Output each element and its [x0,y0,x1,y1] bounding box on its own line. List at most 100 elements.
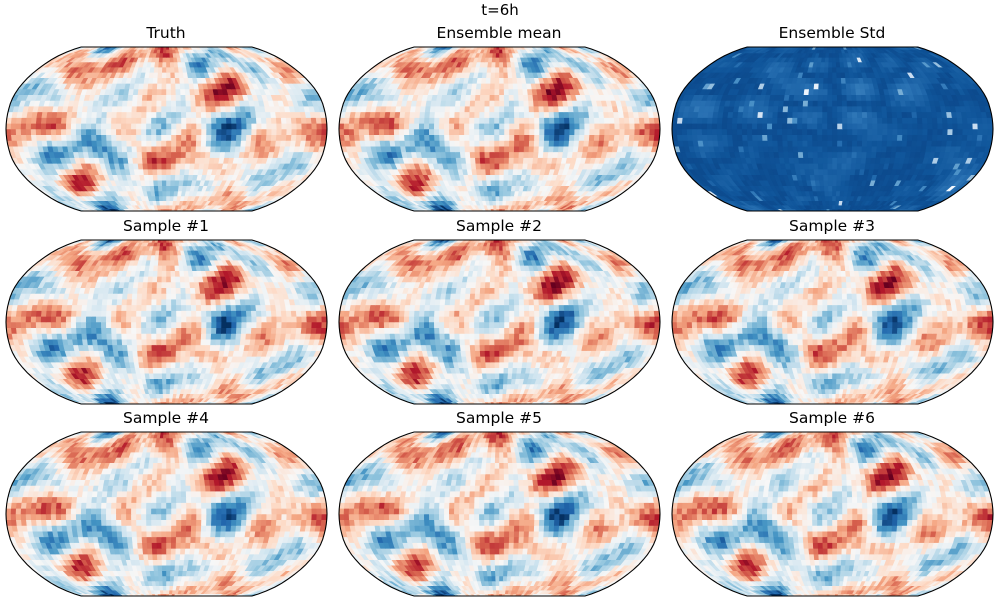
heatmap-cell [266,128,273,136]
heatmap-cell [146,134,152,141]
heatmap-cell [189,157,196,164]
heatmap-cell [544,128,550,136]
heatmap-cell [494,117,500,124]
heatmap-cell [819,179,825,186]
heatmap-cell [544,134,550,141]
heatmap-cell [548,111,555,118]
heatmap-cell [221,128,227,136]
heatmap-cell [231,117,237,124]
heatmap-cell [523,140,530,147]
heatmap-cell [499,117,505,124]
heatmap-cell [479,145,486,153]
heatmap-cell [250,134,257,141]
heatmap-cell [788,151,795,158]
heatmap-cell [171,122,177,130]
heatmap-cell [10,122,17,130]
heatmap-cell [311,122,318,130]
heatmap-cell [767,145,774,153]
heatmap-cell [454,134,460,141]
heatmap-cell [842,140,848,147]
heatmap-cell [270,117,277,124]
heatmap-cell [777,145,784,153]
heatmap-cell [106,140,113,147]
heatmap-cell [162,190,167,197]
heatmap-cell [95,128,102,136]
heatmap-cell [474,122,480,130]
heatmap-cell [256,122,263,130]
heatmap-cell [141,122,147,130]
heatmap-cell [619,122,626,130]
heatmap-cell [180,163,186,170]
heatmap-cell [623,134,630,141]
heatmap-cell [40,122,47,130]
heatmap-cell [573,117,580,124]
heatmap-cell [41,117,48,124]
heatmap-cell [504,100,510,107]
heatmap-cell [503,94,510,101]
heatmap-cell [613,117,620,124]
heatmap-cell [220,145,227,153]
heatmap-cell [235,111,242,118]
heatmap-cell [235,117,242,124]
heatmap-cell [91,111,98,118]
heatmap-cell [181,140,187,147]
heatmap-cell [589,128,596,136]
heatmap-cell [772,140,779,147]
heatmap-cell [404,117,411,124]
heatmap-cell [583,117,590,124]
heatmap-cell [166,179,172,186]
heatmap-cell [383,128,390,136]
heatmap-cell [827,179,833,186]
heatmap-cell [86,117,93,124]
heatmap-cell [161,105,167,113]
heatmap-cell [469,111,476,118]
heatmap-cell [170,72,176,79]
heatmap-cell [454,105,461,113]
heatmap-cell [413,128,420,136]
heatmap-cell [564,117,570,124]
heatmap-cell [35,122,42,130]
heatmap-cell [171,134,177,141]
heatmap-cell [554,128,560,136]
heatmap-cell [537,100,544,107]
heatmap-cell [111,122,117,130]
heatmap-cells [6,47,327,211]
heatmap-cell [832,195,837,202]
heatmap-cell [175,83,181,90]
heatmap-cell [6,128,12,136]
heatmap-cell [250,117,257,124]
heatmap-cell [504,128,510,136]
heatmap-cell [216,122,222,130]
heatmap-cell [159,200,164,206]
heatmap-cell [444,122,450,130]
heatmap-cell [151,122,157,130]
heatmap-cell [529,122,535,130]
heatmap-cell [624,122,631,130]
heatmap-cell [474,151,481,158]
heatmap-cell [509,140,515,147]
heatmap-cell [855,157,862,164]
heatmap-cell [484,111,490,118]
heatmap-cell [166,195,171,202]
heatmap-cell [152,174,159,181]
heatmap-cell [131,117,137,124]
heatmap-cell [310,117,318,124]
heatmap-cell [424,140,431,147]
heatmap-cell [25,122,32,130]
heatmap-cell [226,134,232,141]
heatmap-cell [866,151,873,158]
heatmap-cell [823,179,829,186]
heatmap-cell [499,111,505,118]
heatmap-cell [523,100,530,107]
heatmap-cell [205,111,212,118]
heatmap-cell [836,174,842,181]
heatmap-cell [499,157,505,164]
heatmap-cell [245,117,252,124]
heatmap-cell [494,72,500,79]
heatmap-cell [275,117,282,124]
heatmap-cell [414,111,421,118]
heatmap-cell [126,140,133,147]
heatmap-cell [444,140,451,147]
heatmap-cell [136,117,142,124]
heatmap-cell [876,145,883,153]
